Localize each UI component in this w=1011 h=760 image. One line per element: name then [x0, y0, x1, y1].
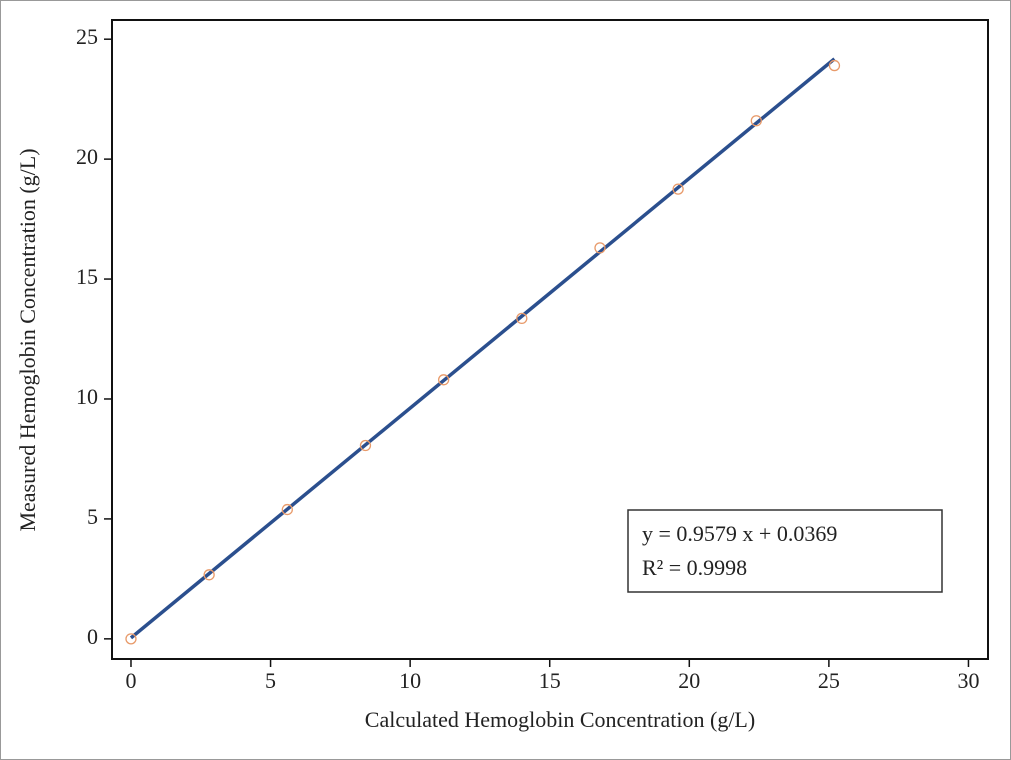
annotation-box: [627, 509, 943, 593]
x-tick-label: 5: [265, 668, 276, 693]
y-tick-label: 25: [76, 24, 98, 49]
x-tick-label: 25: [818, 668, 840, 693]
point: [437, 374, 450, 386]
y-tick-label: 20: [76, 144, 98, 169]
point: [203, 569, 215, 581]
point: [828, 59, 841, 72]
y-tick-label: 15: [76, 264, 98, 289]
y-tick-label: 0: [87, 624, 98, 649]
x-tick-label: 0: [125, 668, 136, 693]
point: [594, 242, 606, 254]
point: [359, 439, 372, 452]
x-tick-label: 20: [678, 668, 700, 693]
x-tick-label: 30: [957, 668, 979, 693]
annotation: y = 0.9579 x + 0.0369: [642, 521, 837, 546]
point: [672, 183, 684, 195]
fit-line: [129, 57, 836, 640]
x-tick-label: 15: [539, 668, 561, 693]
y-axis-label: Measured Hemoglobin Concentration (g/L): [15, 148, 40, 531]
annotation: R² = 0.9998: [642, 555, 747, 580]
x-axis-label: Calculated Hemoglobin Concentration (g/L…: [365, 707, 755, 732]
point: [750, 115, 762, 127]
y-tick-label: 10: [76, 384, 98, 409]
point: [125, 633, 137, 645]
y-tick-label: 5: [87, 504, 98, 529]
point: [281, 503, 293, 516]
point: [516, 312, 528, 325]
x-tick-label: 10: [399, 668, 421, 693]
